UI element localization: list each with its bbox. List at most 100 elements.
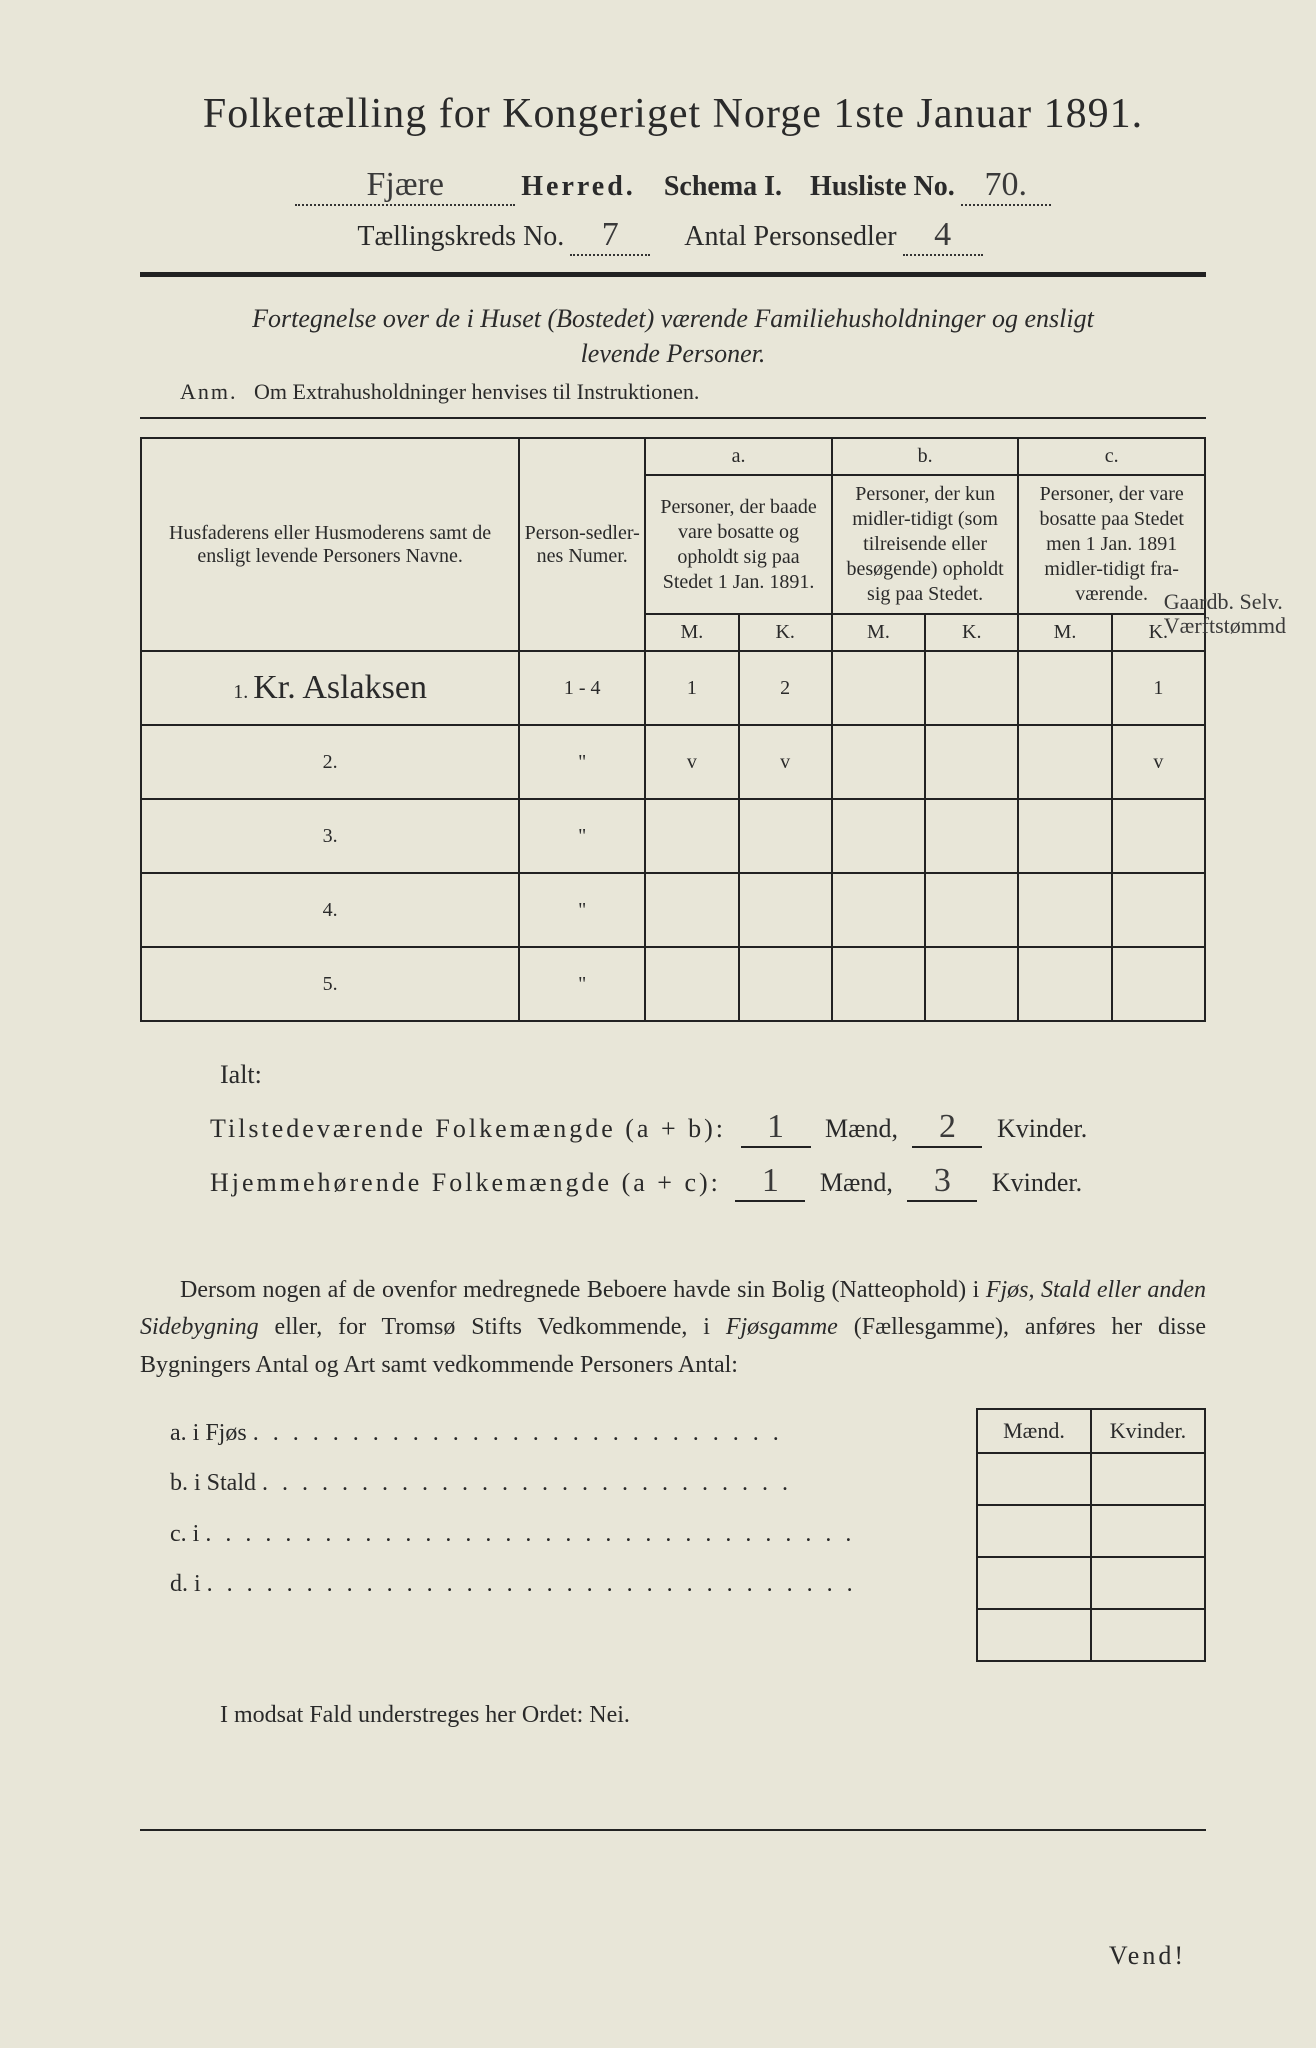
row-2-bk xyxy=(925,725,1018,799)
paragraph: Dersom nogen af de ovenfor medregnede Be… xyxy=(140,1272,1206,1384)
row-5-name: 5. xyxy=(141,947,519,1021)
census-table: Husfaderens eller Husmoderens samt de en… xyxy=(140,437,1206,1022)
thin-rule-1 xyxy=(140,417,1206,419)
th-a-k: K. xyxy=(739,614,832,651)
row-3-bm xyxy=(832,799,925,873)
sublist-a-text: a. i Fjøs xyxy=(170,1420,247,1446)
subtitle-line1: Fortegnelse over de i Huset (Bostedet) v… xyxy=(252,304,1094,333)
mk-th-m: Mænd. xyxy=(977,1409,1091,1453)
row-3-numer: " xyxy=(519,799,645,873)
th-c: c. xyxy=(1018,438,1205,475)
th-names: Husfaderens eller Husmoderens samt de en… xyxy=(141,438,519,651)
dots-c: . . . . . . . . . . . . . . . . . . . . … xyxy=(205,1521,855,1547)
herred-field: Fjære xyxy=(295,166,515,206)
table-row: 5. " xyxy=(141,947,1205,1021)
maend-label-2: Mænd, xyxy=(820,1168,893,1197)
totals-l1-label: Tilstedeværende Folkemængde (a + b): xyxy=(210,1114,726,1143)
para-t2: eller, for Tromsø Stifts Vedkommende, i xyxy=(259,1314,726,1340)
row-4-bk xyxy=(925,873,1018,947)
mk-a-k xyxy=(1091,1453,1205,1505)
mk-d-k xyxy=(1091,1609,1205,1661)
totals-l2-k: 3 xyxy=(907,1162,977,1202)
row-1-name-hand: Kr. Aslaksen xyxy=(253,669,427,706)
row-3-cm xyxy=(1018,799,1111,873)
sublist-d: d. i . . . . . . . . . . . . . . . . . .… xyxy=(170,1559,956,1609)
anm-text: Om Extrahusholdninger henvises til Instr… xyxy=(254,379,699,404)
para-i2: Fjøsgamme xyxy=(726,1314,838,1340)
nei-line: I modsat Fald understreges her Ordet: Ne… xyxy=(220,1702,1206,1729)
row-3-bk xyxy=(925,799,1018,873)
row-2-numer: " xyxy=(519,725,645,799)
row-2-cm xyxy=(1018,725,1111,799)
totals-line-1: Tilstedeværende Folkemængde (a + b): 1 M… xyxy=(210,1108,1206,1148)
row-5-ak xyxy=(739,947,832,1021)
mk-a-m xyxy=(977,1453,1091,1505)
margin-note-1: Gaardb. Selv. xyxy=(1164,589,1283,614)
row-5-bk xyxy=(925,947,1018,1021)
sublist-b: b. i Stald . . . . . . . . . . . . . . .… xyxy=(170,1458,956,1508)
row-1-numer: 1 - 4 xyxy=(519,651,645,725)
sub-list: a. i Fjøs . . . . . . . . . . . . . . . … xyxy=(140,1408,956,1610)
mk-table: Mænd. Kvinder. xyxy=(976,1408,1206,1662)
subtitle-line2: levende Personer. xyxy=(581,339,766,368)
row-4-bm xyxy=(832,873,925,947)
mk-b-k xyxy=(1091,1505,1205,1557)
subtitle: Fortegnelse over de i Huset (Bostedet) v… xyxy=(140,301,1206,371)
totals-l1-k: 2 xyxy=(912,1108,982,1148)
th-a-m: M. xyxy=(645,614,738,651)
husliste-label: Husliste No. xyxy=(810,171,955,203)
header-line-2: Tællingskreds No. 7 Antal Personsedler 4 xyxy=(140,216,1206,256)
sublist-b-text: b. i Stald xyxy=(170,1470,256,1496)
dots-d: . . . . . . . . . . . . . . . . . . . . … xyxy=(207,1571,857,1597)
row-3-ck xyxy=(1112,799,1205,873)
th-b-desc: Personer, der kun midler-tidigt (som til… xyxy=(832,475,1019,614)
table-row: 1. Kr. Aslaksen 1 - 4 1 2 1 xyxy=(141,651,1205,725)
row-1-bk xyxy=(925,651,1018,725)
dots-b: . . . . . . . . . . . . . . . . . . . . … xyxy=(262,1470,792,1496)
margin-note: Gaardb. Selv. Værftstømmd xyxy=(1164,590,1286,638)
para-t1: Dersom nogen af de ovenfor medregnede Be… xyxy=(180,1277,986,1303)
row-4-ck xyxy=(1112,873,1205,947)
th-a: a. xyxy=(645,438,832,475)
vend-label: Vend! xyxy=(140,1941,1206,1971)
mk-c-m xyxy=(977,1557,1091,1609)
th-c-m: M. xyxy=(1018,614,1111,651)
row-1-am: 1 xyxy=(645,651,738,725)
husliste-no: 70. xyxy=(961,166,1051,206)
totals-l1-m: 1 xyxy=(741,1108,811,1148)
row-5-numer: " xyxy=(519,947,645,1021)
dots-a: . . . . . . . . . . . . . . . . . . . . … xyxy=(253,1420,783,1446)
ialt-label: Ialt: xyxy=(220,1060,1206,1090)
sublist-d-text: d. i xyxy=(170,1571,201,1597)
row-5-ck xyxy=(1112,947,1205,1021)
table-row: 3. " xyxy=(141,799,1205,873)
row-4-name: 4. xyxy=(141,873,519,947)
row-4-numer: " xyxy=(519,873,645,947)
mk-th-k: Kvinder. xyxy=(1091,1409,1205,1453)
row-1-ak: 2 xyxy=(739,651,832,725)
mk-d-m xyxy=(977,1609,1091,1661)
sublist-a: a. i Fjøs . . . . . . . . . . . . . . . … xyxy=(170,1408,956,1458)
kvinder-label-2: Kvinder. xyxy=(992,1168,1082,1197)
antal-label: Antal Personsedler xyxy=(684,221,896,253)
anm-label: Anm. xyxy=(180,379,238,404)
maend-label-1: Mænd, xyxy=(825,1114,898,1143)
row-5-cm xyxy=(1018,947,1111,1021)
totals-l2-label: Hjemmehørende Folkemængde (a + c): xyxy=(210,1168,721,1197)
th-numer: Person-sedler- nes Numer. xyxy=(519,438,645,651)
row-2-ck: v xyxy=(1112,725,1205,799)
row-1-ck: 1 xyxy=(1112,651,1205,725)
th-a-desc: Personer, der baade vare bosatte og opho… xyxy=(645,475,832,614)
row-4-am xyxy=(645,873,738,947)
totals-l2-m: 1 xyxy=(735,1162,805,1202)
antal-no: 4 xyxy=(903,216,983,256)
th-b-m: M. xyxy=(832,614,925,651)
row-2-bm xyxy=(832,725,925,799)
row-1-bm xyxy=(832,651,925,725)
row-1-name: 1. Kr. Aslaksen xyxy=(141,651,519,725)
th-b-k: K. xyxy=(925,614,1018,651)
row-3-name: 3. xyxy=(141,799,519,873)
page-main-title: Folketælling for Kongeriget Norge 1ste J… xyxy=(140,90,1206,138)
row-2-am: v xyxy=(645,725,738,799)
kvinder-label-1: Kvinder. xyxy=(997,1114,1087,1143)
